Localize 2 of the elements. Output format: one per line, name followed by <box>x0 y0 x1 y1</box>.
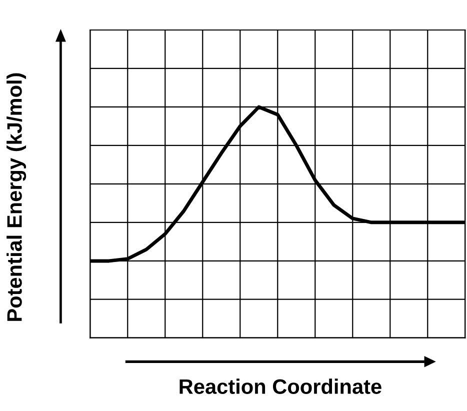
y-axis-title: Potential Energy (kJ/mol) <box>6 73 26 321</box>
x-axis-title: Reaction Coordinate <box>180 378 382 394</box>
